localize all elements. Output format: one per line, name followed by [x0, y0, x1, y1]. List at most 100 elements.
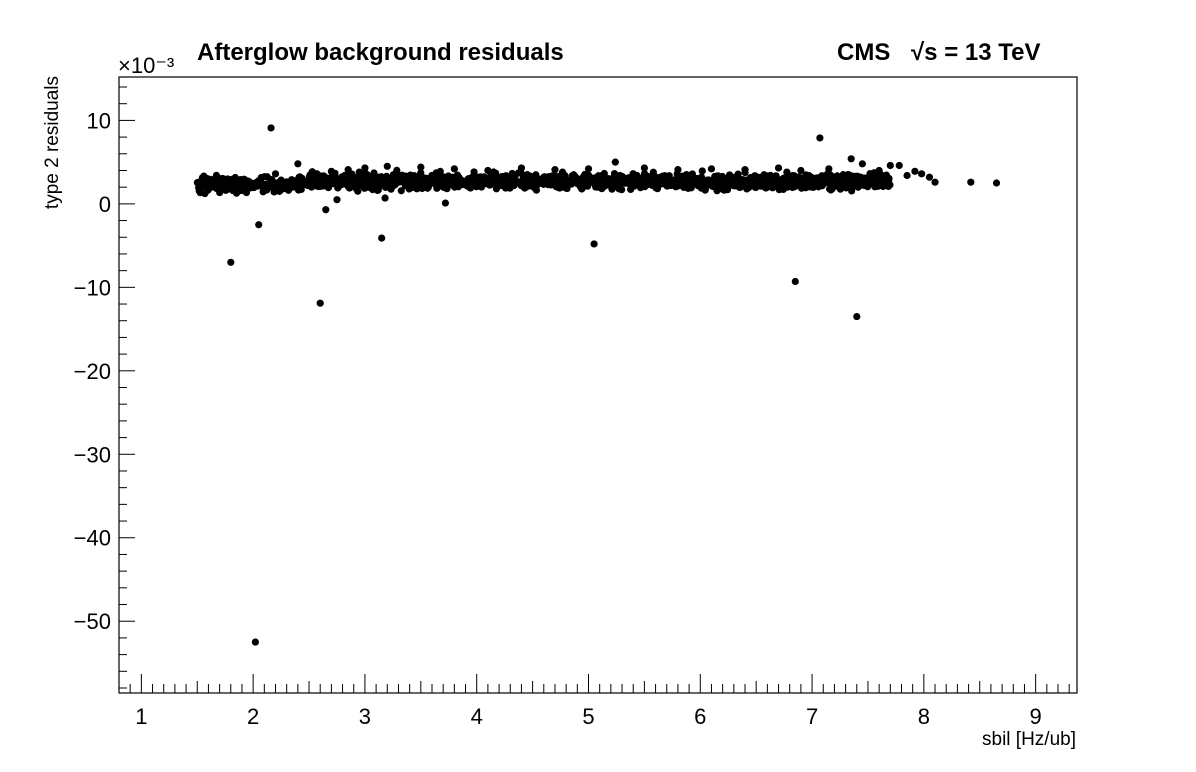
band-point	[246, 178, 254, 186]
x-tick-label: 9	[1030, 704, 1042, 729]
band-point	[567, 179, 575, 187]
x-tick-label: 6	[694, 704, 706, 729]
band-point	[665, 172, 673, 180]
band-point	[455, 173, 463, 182]
band-point	[718, 172, 726, 181]
band-point	[259, 188, 267, 196]
band-point	[739, 176, 747, 184]
outlier-point	[255, 221, 263, 229]
band-point	[530, 176, 538, 184]
y-tick-label: −30	[74, 442, 111, 467]
band-point	[397, 187, 405, 195]
outlier-point	[316, 299, 324, 307]
band-point	[684, 184, 692, 192]
band-point	[880, 176, 888, 184]
band-point	[903, 171, 911, 180]
band-point	[733, 172, 742, 180]
band-point	[698, 167, 706, 175]
band-point	[809, 183, 817, 191]
band-point	[393, 166, 401, 174]
band-point	[797, 166, 805, 175]
band-point	[195, 182, 204, 190]
band-point	[649, 168, 657, 176]
band-point	[858, 160, 866, 168]
outlier-point	[267, 124, 275, 132]
band-point	[640, 169, 649, 178]
band-point	[216, 175, 224, 183]
band-point	[479, 177, 487, 185]
band-point	[358, 173, 367, 181]
band-point	[367, 181, 375, 189]
band-point	[788, 183, 797, 192]
x-tick-label: 4	[471, 704, 483, 729]
band-point	[727, 173, 735, 181]
band-point	[383, 162, 391, 170]
band-point	[847, 155, 855, 163]
plot-frame	[118, 76, 1078, 694]
band-point	[373, 177, 381, 185]
band-point	[839, 171, 847, 179]
band-point	[427, 179, 435, 187]
outlier-point	[816, 134, 824, 142]
band-point	[419, 177, 427, 185]
band-point	[741, 166, 749, 174]
band-point	[818, 172, 826, 180]
band-point	[578, 185, 586, 193]
band-point	[354, 187, 362, 195]
band-point	[774, 164, 783, 172]
outlier-point	[853, 312, 861, 321]
axis-ticks	[118, 86, 1070, 693]
x-tick-label: 1	[135, 704, 147, 729]
band-point	[329, 175, 337, 184]
band-point	[470, 168, 478, 176]
band-point	[541, 176, 549, 185]
band-point	[346, 176, 354, 184]
band-point	[379, 178, 387, 186]
band-point	[806, 175, 814, 183]
band-point	[760, 181, 769, 189]
band-point	[707, 165, 716, 173]
band-point	[417, 163, 425, 171]
band-point	[702, 184, 710, 192]
outlier-point	[227, 258, 235, 266]
x-axis-title: sbil [Hz/ub]	[982, 729, 1076, 750]
chart-title: Afterglow background residuals	[197, 39, 564, 66]
band-point	[828, 185, 836, 193]
band-point	[594, 183, 602, 191]
y-tick-label: −20	[74, 359, 111, 384]
band-point	[760, 175, 768, 183]
band-point	[656, 173, 664, 181]
band-point	[522, 174, 530, 182]
experiment-label: CMS	[837, 39, 890, 66]
band-point	[663, 182, 671, 190]
x-tick-label: 8	[918, 704, 930, 729]
band-point	[674, 166, 682, 174]
band-point	[388, 183, 396, 191]
band-point	[395, 177, 403, 185]
band-point	[871, 183, 879, 191]
band-point	[685, 172, 693, 180]
band-point	[335, 176, 343, 184]
band-point	[468, 175, 476, 183]
band-point	[294, 160, 302, 168]
y-multiplier-label: ×10⁻³	[118, 53, 174, 78]
band-point	[548, 172, 556, 180]
band-point	[846, 178, 854, 186]
band-point	[640, 164, 648, 172]
band-point	[361, 164, 369, 172]
band-point	[875, 166, 883, 175]
band-point	[227, 176, 235, 185]
outlier-point	[791, 277, 799, 286]
band-point	[277, 176, 285, 184]
x-tick-label: 7	[806, 704, 818, 729]
band-point	[766, 171, 775, 179]
band-point	[502, 184, 510, 192]
band-point	[341, 171, 349, 179]
band-point	[616, 171, 624, 180]
band-point	[967, 178, 975, 186]
band-point	[825, 165, 833, 173]
band-point	[551, 166, 559, 174]
band-point	[745, 184, 753, 192]
band-point	[305, 173, 314, 181]
